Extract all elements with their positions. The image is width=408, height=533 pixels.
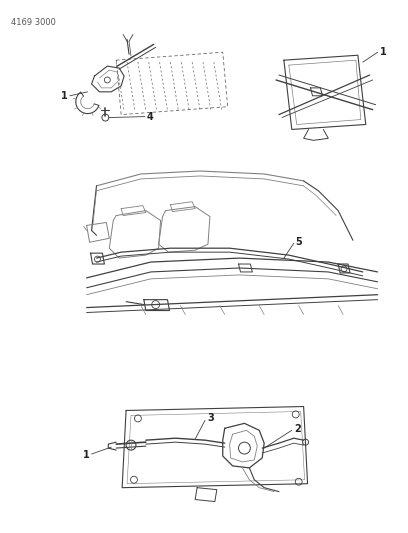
Text: 1: 1 bbox=[379, 47, 386, 57]
Text: 1: 1 bbox=[83, 450, 90, 460]
Text: 4169 3000: 4169 3000 bbox=[11, 18, 55, 27]
Text: 2: 2 bbox=[294, 424, 301, 434]
Text: 1: 1 bbox=[61, 91, 68, 101]
Text: 5: 5 bbox=[296, 237, 302, 247]
Text: 3: 3 bbox=[207, 414, 214, 423]
Text: 4: 4 bbox=[147, 111, 153, 122]
